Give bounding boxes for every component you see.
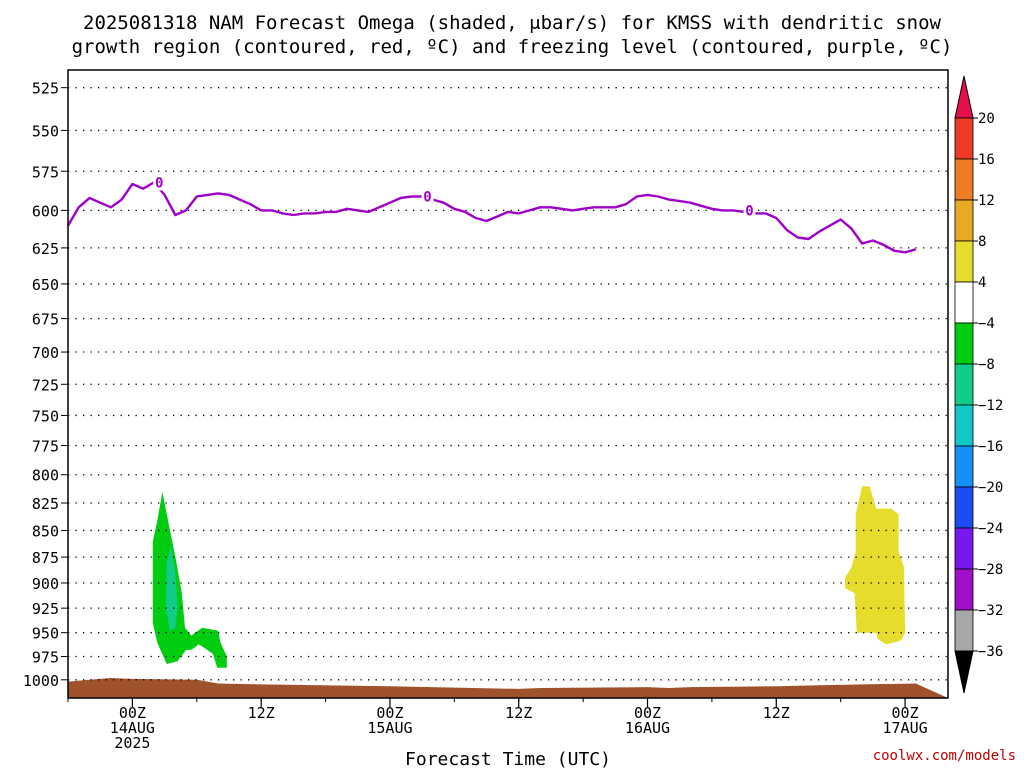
- colorbar-swatch-7: [954, 363, 974, 406]
- site-footer-link[interactable]: coolwx.com/models: [872, 748, 1016, 764]
- colorbar-label-0: 20: [978, 111, 995, 127]
- y-tick-label-875: 875: [32, 549, 59, 567]
- x-tick-label-30-0: 00Z: [376, 704, 403, 722]
- y-tick-label-750: 750: [32, 407, 59, 425]
- colorbar-label-12: −32: [978, 603, 1003, 619]
- y-axis-pressure: 525 550 575 600 625 650 675 700 725 750 775 800 825 8…: [23, 80, 68, 690]
- x-tick-label-6-2: 2025: [114, 734, 150, 752]
- colorbar-label-13: −36: [978, 644, 1003, 660]
- y-tick-label-675: 675: [32, 311, 59, 329]
- colorbar-label-9: −20: [978, 480, 1003, 496]
- freezing-label-bg-3: [743, 202, 756, 219]
- terrain-layer: [68, 678, 948, 698]
- y-tick-label-725: 725: [32, 376, 59, 394]
- x-tick-label-66-0: 12Z: [763, 704, 790, 722]
- colorbar-label-2: 12: [978, 193, 995, 209]
- y-tick-label-850: 850: [32, 522, 59, 540]
- omega-region-1: [152, 491, 227, 668]
- freezing-level-layer: 0 0 0: [66, 174, 917, 254]
- y-tick-label-550: 550: [32, 122, 59, 140]
- omega-shading-layer: [152, 486, 906, 668]
- freezing-label-bg-1: [153, 174, 166, 191]
- colorbar-swatch-3: [954, 199, 974, 242]
- colorbar-swatch-4: [954, 240, 974, 283]
- omega-region-2: [165, 546, 178, 631]
- colorbar-label-11: −28: [978, 562, 1003, 578]
- freezing-level-label-3: 0: [745, 203, 753, 219]
- x-tick-label-78-1: 17AUG: [882, 719, 927, 737]
- colorbar-swatch-12: [954, 568, 974, 611]
- x-tick-label-54-1: 16AUG: [625, 719, 670, 737]
- y-tick-label-625: 625: [32, 240, 59, 258]
- y-tick-label-825: 825: [32, 495, 59, 513]
- colorbar-swatch-6: [954, 322, 974, 365]
- x-tick-label-30-1: 15AUG: [367, 719, 412, 737]
- y-tick-label-700: 700: [32, 344, 59, 362]
- colorbar-label-6: −8: [978, 357, 995, 373]
- freezing-level-line: [66, 181, 917, 254]
- x-tick-label-6-0: 00Z: [119, 704, 146, 722]
- y-tick-label-800: 800: [32, 467, 59, 485]
- colorbar-label-5: −4: [978, 316, 995, 332]
- x-tick-label-42-0: 12Z: [505, 704, 532, 722]
- colorbar-label-8: −16: [978, 439, 1003, 455]
- colorbar-label-10: −24: [978, 521, 1003, 537]
- x-axis-label: Forecast Time (UTC): [405, 749, 611, 768]
- colorbar-swatch-11: [954, 527, 974, 570]
- colorbar-swatch-9: [954, 445, 974, 488]
- x-tick-label-54-0: 00Z: [634, 704, 661, 722]
- freezing-level-label-1: 0: [155, 175, 163, 191]
- y-tick-label-950: 950: [32, 625, 59, 643]
- y-tick-label-575: 575: [32, 163, 59, 181]
- plot-frame: [67, 69, 949, 699]
- x-tick-label-6-1: 14AUG: [110, 719, 155, 737]
- y-tick-label-525: 525: [32, 80, 59, 98]
- y-tick-label-600: 600: [32, 202, 59, 220]
- colorbar-label-3: 8: [978, 234, 986, 250]
- y-tick-label-975: 975: [32, 649, 59, 667]
- freezing-level-label-2: 0: [423, 189, 431, 205]
- terrain-area: [68, 678, 948, 698]
- omega-colorbar: 20 16 12 8 4 −4 −8 −12 −16 −20 −24 −28 −32 −36: [954, 75, 1003, 694]
- y-tick-label-650: 650: [32, 276, 59, 294]
- chart-title-line-1: 2025081318 NAM Forecast Omega (shaded, μ…: [83, 12, 941, 34]
- colorbar-swatch-10: [954, 486, 974, 529]
- omega-region-3: [845, 486, 906, 645]
- y-tick-label-925: 925: [32, 600, 59, 618]
- chart-title-line-2: growth region (contoured, red, ºC) and f…: [72, 36, 953, 58]
- y-tick-label-775: 775: [32, 438, 59, 456]
- x-tick-label-18-0: 12Z: [248, 704, 275, 722]
- colorbar-swatch-2: [954, 158, 974, 201]
- colorbar-label-7: −12: [978, 398, 1003, 414]
- grid-lines: [68, 87, 948, 681]
- colorbar-swatch-1: [954, 117, 974, 160]
- x-tick-label-78-0: 00Z: [892, 704, 919, 722]
- colorbar-label-4: 4: [978, 275, 986, 291]
- colorbar-bottom-arrow: [954, 650, 974, 694]
- colorbar-label-1: 16: [978, 152, 995, 168]
- colorbar-swatch-8: [954, 404, 974, 447]
- y-tick-label-900: 900: [32, 575, 59, 593]
- colorbar-swatch-13: [954, 609, 974, 652]
- freezing-label-bg-2: [421, 188, 434, 205]
- colorbar-top-arrow: [954, 75, 974, 119]
- y-tick-label-1000: 1000: [23, 672, 59, 690]
- colorbar-swatch-5: [954, 281, 974, 324]
